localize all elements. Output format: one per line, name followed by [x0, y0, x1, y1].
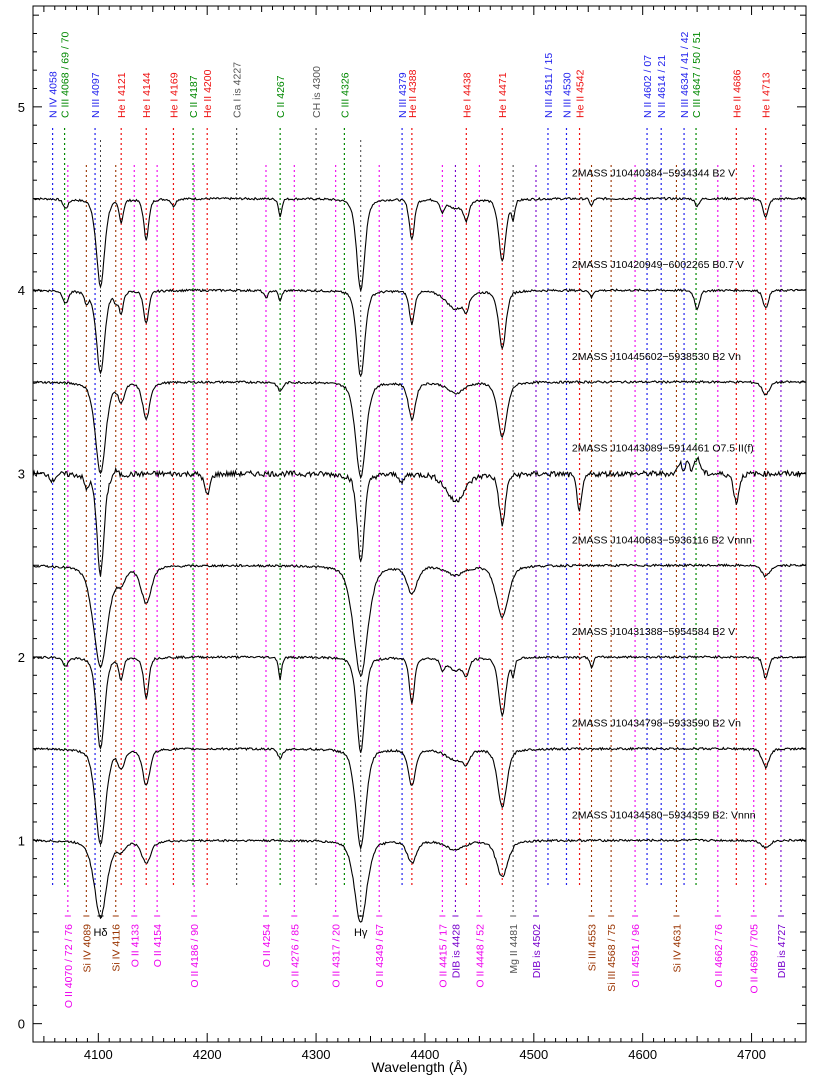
bottom-line-label: O II 4448 / 52: [474, 924, 486, 988]
y-tick-label: 5: [18, 100, 25, 115]
spectrum-label: 2MASS J10431388−5954584 B2 V: [572, 626, 735, 638]
top-line-label: He I 4121: [116, 72, 128, 118]
bottom-line-label: Hγ: [354, 927, 368, 939]
top-line-label: C II 4267: [275, 75, 287, 118]
bottom-line-label: O II 4154: [152, 924, 164, 967]
spectrum-line: [32, 455, 807, 577]
bottom-line-label: O II 4317 / 20: [331, 924, 343, 988]
top-line-label: He I 4144: [141, 72, 153, 118]
x-axis-label: Wavelength (Å): [372, 1059, 468, 1075]
bottom-line-label: O II 4662 / 76: [713, 924, 725, 988]
bottom-line-label: Mg II 4481: [508, 924, 520, 974]
bottom-line-label: Hδ: [93, 927, 107, 939]
spectrum-label: 2MASS J10443089−5914461 O7.5 II(f): [572, 443, 754, 455]
bottom-line-label: DIB is 4502: [531, 924, 543, 978]
x-tick-label: 4700: [737, 1047, 766, 1062]
top-line-label: He II 4686: [731, 69, 743, 118]
x-tick-label: 4600: [628, 1047, 657, 1062]
spectrum-line: [32, 380, 807, 480]
y-tick-label: 3: [18, 467, 25, 482]
spectrum-label: 2MASS J10434580−5934359 B2: Vnnn: [572, 809, 756, 821]
bottom-line-label: Si III 4568 / 75: [606, 924, 618, 992]
top-line-label: N III 4379: [397, 72, 409, 118]
y-tick-label: 2: [18, 650, 25, 665]
top-line-label: He I 4471: [497, 72, 509, 118]
spectrum-label: 2MASS J10440683−5936116 B2 Vnnn: [572, 534, 752, 546]
bottom-line-label: DIB is 4428: [450, 924, 462, 978]
bottom-line-label: O II 4186 / 90: [189, 924, 201, 988]
y-tick-label: 0: [18, 1017, 25, 1032]
y-tick-label: 1: [18, 833, 25, 848]
spectrum-label: 2MASS J10420949−6002265 B0.7 V: [572, 259, 744, 271]
top-line-label: He I 4713: [761, 72, 773, 118]
top-line-label: N III 4634 / 41 / 42: [679, 31, 691, 118]
top-line-label: CH is 4300: [311, 66, 323, 118]
spectrum-label: 2MASS J10445602−5938530 B2 Vn: [572, 351, 741, 363]
y-axis: 0 1 2 3 4 5: [18, 14, 806, 1043]
top-line-label: He II 4388: [407, 69, 419, 118]
spectra-group: 2MASS J10440384−5934344 B2 V 2MASS J10420…: [32, 168, 807, 923]
spectrum-label: 2MASS J10434798−5933590 B2 Vn: [572, 718, 741, 730]
top-line-markers: N IV 4058 C III 4068 / 69 / 70 N III 4097 H…: [48, 31, 773, 885]
bottom-line-label: Si IV 4116: [111, 924, 123, 972]
x-tick-label: 4500: [519, 1047, 548, 1062]
spectrum-line: [32, 563, 807, 677]
top-line-label: He II 4542: [575, 69, 587, 118]
x-tick-label: 4300: [302, 1047, 331, 1062]
x-tick-label: 4100: [84, 1047, 113, 1062]
top-line-label: C II 4187: [188, 75, 200, 118]
top-line-label: He I 4169: [168, 72, 180, 118]
top-line-label: N IV 4058: [48, 71, 60, 118]
spectrum-label: 2MASS J10440384−5934344 B2 V: [572, 168, 735, 180]
bottom-line-label: O II 4133: [129, 924, 141, 967]
top-line-label: N II 4602 / 07: [642, 55, 654, 118]
top-line-label: Ca I is 4227: [232, 62, 244, 118]
bottom-line-label: O II 4254: [261, 924, 273, 967]
x-axis: 4100 4200 4300 4400 4500 4600 4700: [43, 6, 807, 1062]
top-line-label: C III 4068 / 69 / 70: [60, 31, 72, 118]
spectrum-line: [32, 655, 807, 753]
bottom-line-label: O II 4070 / 72 / 76: [63, 924, 75, 1008]
bottom-line-label: Si IV 4631: [671, 924, 683, 973]
y-tick-label: 4: [18, 283, 25, 298]
bottom-line-label: DIB is 4727: [776, 924, 788, 978]
top-line-label: N III 4097: [90, 72, 102, 118]
x-tick-label: 4200: [193, 1047, 222, 1062]
top-line-label: N III 4511 / 15: [543, 53, 555, 118]
bottom-line-label: O II 4276 / 85: [289, 924, 301, 988]
plot-frame: [32, 5, 807, 1043]
top-line-label: He II 4200: [202, 69, 214, 118]
spectrum-line: [32, 838, 807, 923]
spectrum-line: [32, 196, 807, 291]
bottom-line-label: O II 4699 / 705: [749, 924, 761, 994]
bottom-line-label: Si IV 4089: [81, 924, 93, 973]
bottom-line-label: O II 4591 / 96: [630, 924, 642, 988]
bottom-line-label: O II 4349 / 67: [374, 924, 386, 988]
x-tick-label: 4400: [410, 1047, 439, 1062]
top-line-label: C III 4326: [339, 72, 351, 118]
spectrum-line: [32, 288, 807, 377]
top-line-label: N II 4614 / 21: [656, 55, 668, 118]
bottom-line-label: Si III 4553: [587, 924, 599, 971]
bottom-line-label: O II 4415 / 17: [437, 924, 449, 988]
top-line-label: N III 4530: [561, 72, 573, 118]
spectrum-line: [32, 746, 807, 851]
top-line-label: C III 4647 / 50 / 51: [691, 31, 703, 118]
top-line-label: He I 4438: [461, 72, 473, 118]
